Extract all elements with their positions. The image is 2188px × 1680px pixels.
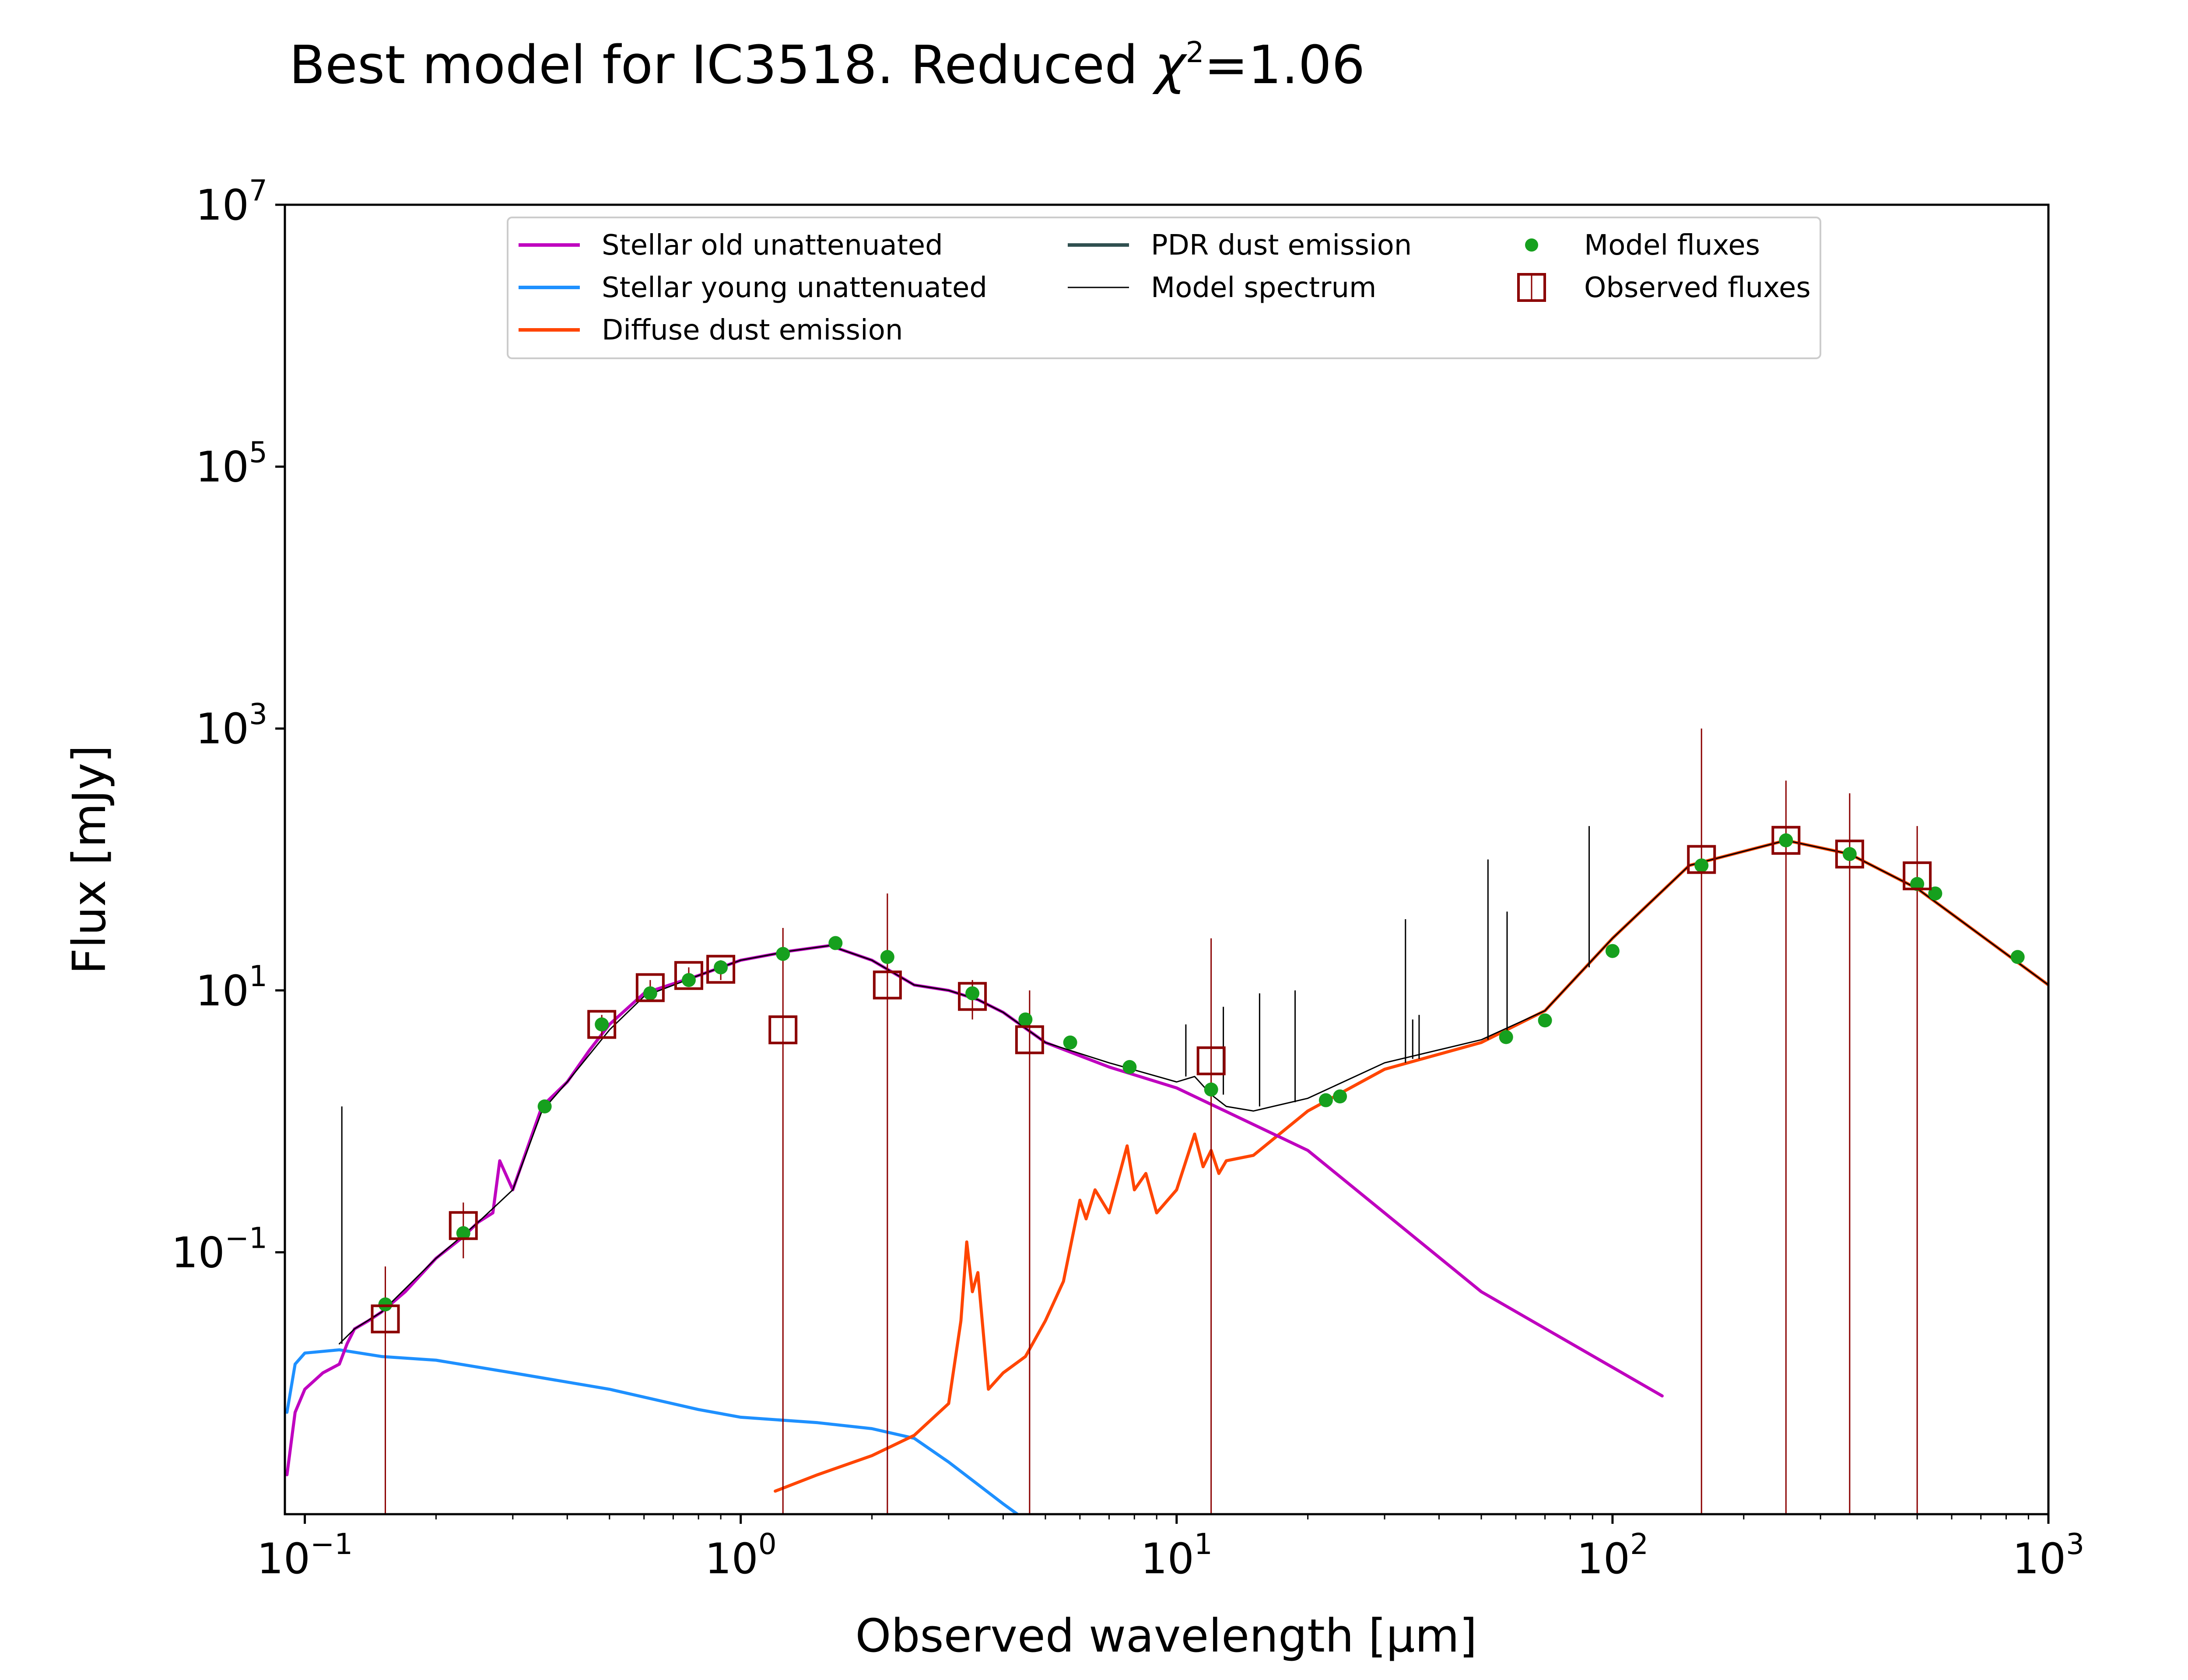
observed-flux-point-8 — [958, 982, 987, 1011]
series-line-4 — [339, 840, 2048, 1345]
model-flux-point-4 — [643, 986, 657, 1001]
model-flux-point-16 — [1333, 1089, 1347, 1104]
model-flux-point-2 — [537, 1099, 552, 1113]
series-line-2 — [774, 839, 2048, 1493]
model-flux-point-7 — [776, 947, 790, 961]
observed-flux-point-14 — [1903, 861, 1932, 890]
y-tick-label-1: 101 — [196, 959, 267, 1015]
plot-area — [285, 728, 2048, 1514]
x-tick-label-3: 102 — [1577, 1527, 1648, 1583]
legend-label-1: Stellar young unattenuated — [602, 272, 987, 304]
observed-flux-point-5 — [706, 955, 736, 984]
model-flux-point-9 — [880, 950, 894, 964]
observed-flux-point-12 — [1771, 826, 1801, 855]
observed-flux-point-2 — [587, 1010, 617, 1039]
series-line-0 — [285, 944, 1664, 1477]
y-tick-label-4: 107 — [196, 174, 267, 230]
model-flux-point-22 — [1842, 847, 1857, 861]
model-flux-point-5 — [681, 973, 696, 987]
x-axis-label: Observed wavelength [μm] — [856, 1609, 1477, 1662]
legend-swatch-5 — [1525, 238, 1538, 252]
observed-flux-point-3 — [635, 973, 665, 1002]
legend: Stellar old unattenuated Stellar young un… — [507, 217, 1821, 359]
model-flux-point-23 — [1910, 877, 1925, 891]
observed-flux-point-13 — [1835, 840, 1864, 869]
model-flux-point-14 — [1204, 1082, 1218, 1097]
observed-flux-point-1 — [449, 1211, 478, 1240]
model-flux-point-25 — [2010, 950, 2025, 964]
observed-flux-point-7 — [873, 970, 902, 1000]
series-line-1 — [285, 1348, 1020, 1514]
x-tick-label-2: 101 — [1141, 1527, 1213, 1583]
model-flux-point-15 — [1318, 1093, 1333, 1107]
model-flux-point-12 — [1063, 1035, 1077, 1050]
model-flux-point-0 — [378, 1297, 393, 1312]
observed-flux-point-0 — [371, 1304, 400, 1334]
legend-label-6: Observed fluxes — [1584, 272, 1811, 304]
model-flux-point-3 — [595, 1017, 609, 1032]
y-tick-label-2: 103 — [196, 697, 267, 753]
observed-flux-point-9 — [1015, 1025, 1044, 1054]
model-flux-point-19 — [1605, 944, 1620, 958]
model-flux-point-21 — [1779, 833, 1793, 847]
x-tick-label-4: 103 — [2013, 1527, 2084, 1583]
model-flux-point-11 — [1018, 1012, 1033, 1027]
y-axis-label: Flux [mJy] — [63, 745, 116, 974]
y-tick-label-3: 105 — [196, 436, 267, 492]
legend-label-5: Model fluxes — [1584, 229, 1760, 262]
model-flux-point-17 — [1499, 1030, 1513, 1044]
model-flux-point-18 — [1538, 1013, 1552, 1028]
legend-label-4: Model spectrum — [1151, 272, 1376, 304]
legend-label-0: Stellar old unattenuated — [602, 229, 943, 262]
observed-flux-point-11 — [1687, 845, 1716, 874]
observed-flux-point-10 — [1196, 1046, 1226, 1075]
y-tick-label-0: 10−1 — [172, 1221, 267, 1277]
plot-frame — [284, 203, 2050, 1516]
x-tick-label-0: 10−1 — [257, 1527, 353, 1583]
model-flux-point-13 — [1122, 1060, 1137, 1074]
chart-title: Best model for IC3518. Reduced χ2=1.06 — [289, 35, 1365, 96]
model-flux-point-20 — [1694, 858, 1709, 873]
observed-flux-point-6 — [768, 1015, 798, 1044]
legend-label-3: PDR dust emission — [1151, 229, 1412, 262]
model-flux-point-6 — [714, 960, 728, 975]
model-flux-point-24 — [1928, 886, 1943, 901]
legend-label-2: Diffuse dust emission — [602, 314, 903, 346]
model-flux-point-10 — [965, 986, 980, 1001]
legend-box — [507, 217, 1821, 359]
model-flux-point-8 — [828, 936, 843, 950]
x-tick-label-1: 100 — [705, 1527, 777, 1583]
model-flux-point-1 — [456, 1226, 470, 1240]
observed-flux-point-4 — [674, 961, 703, 990]
axes: 10−1 100 101 102 103 10−1 101 103 105 107 — [172, 174, 2085, 1583]
